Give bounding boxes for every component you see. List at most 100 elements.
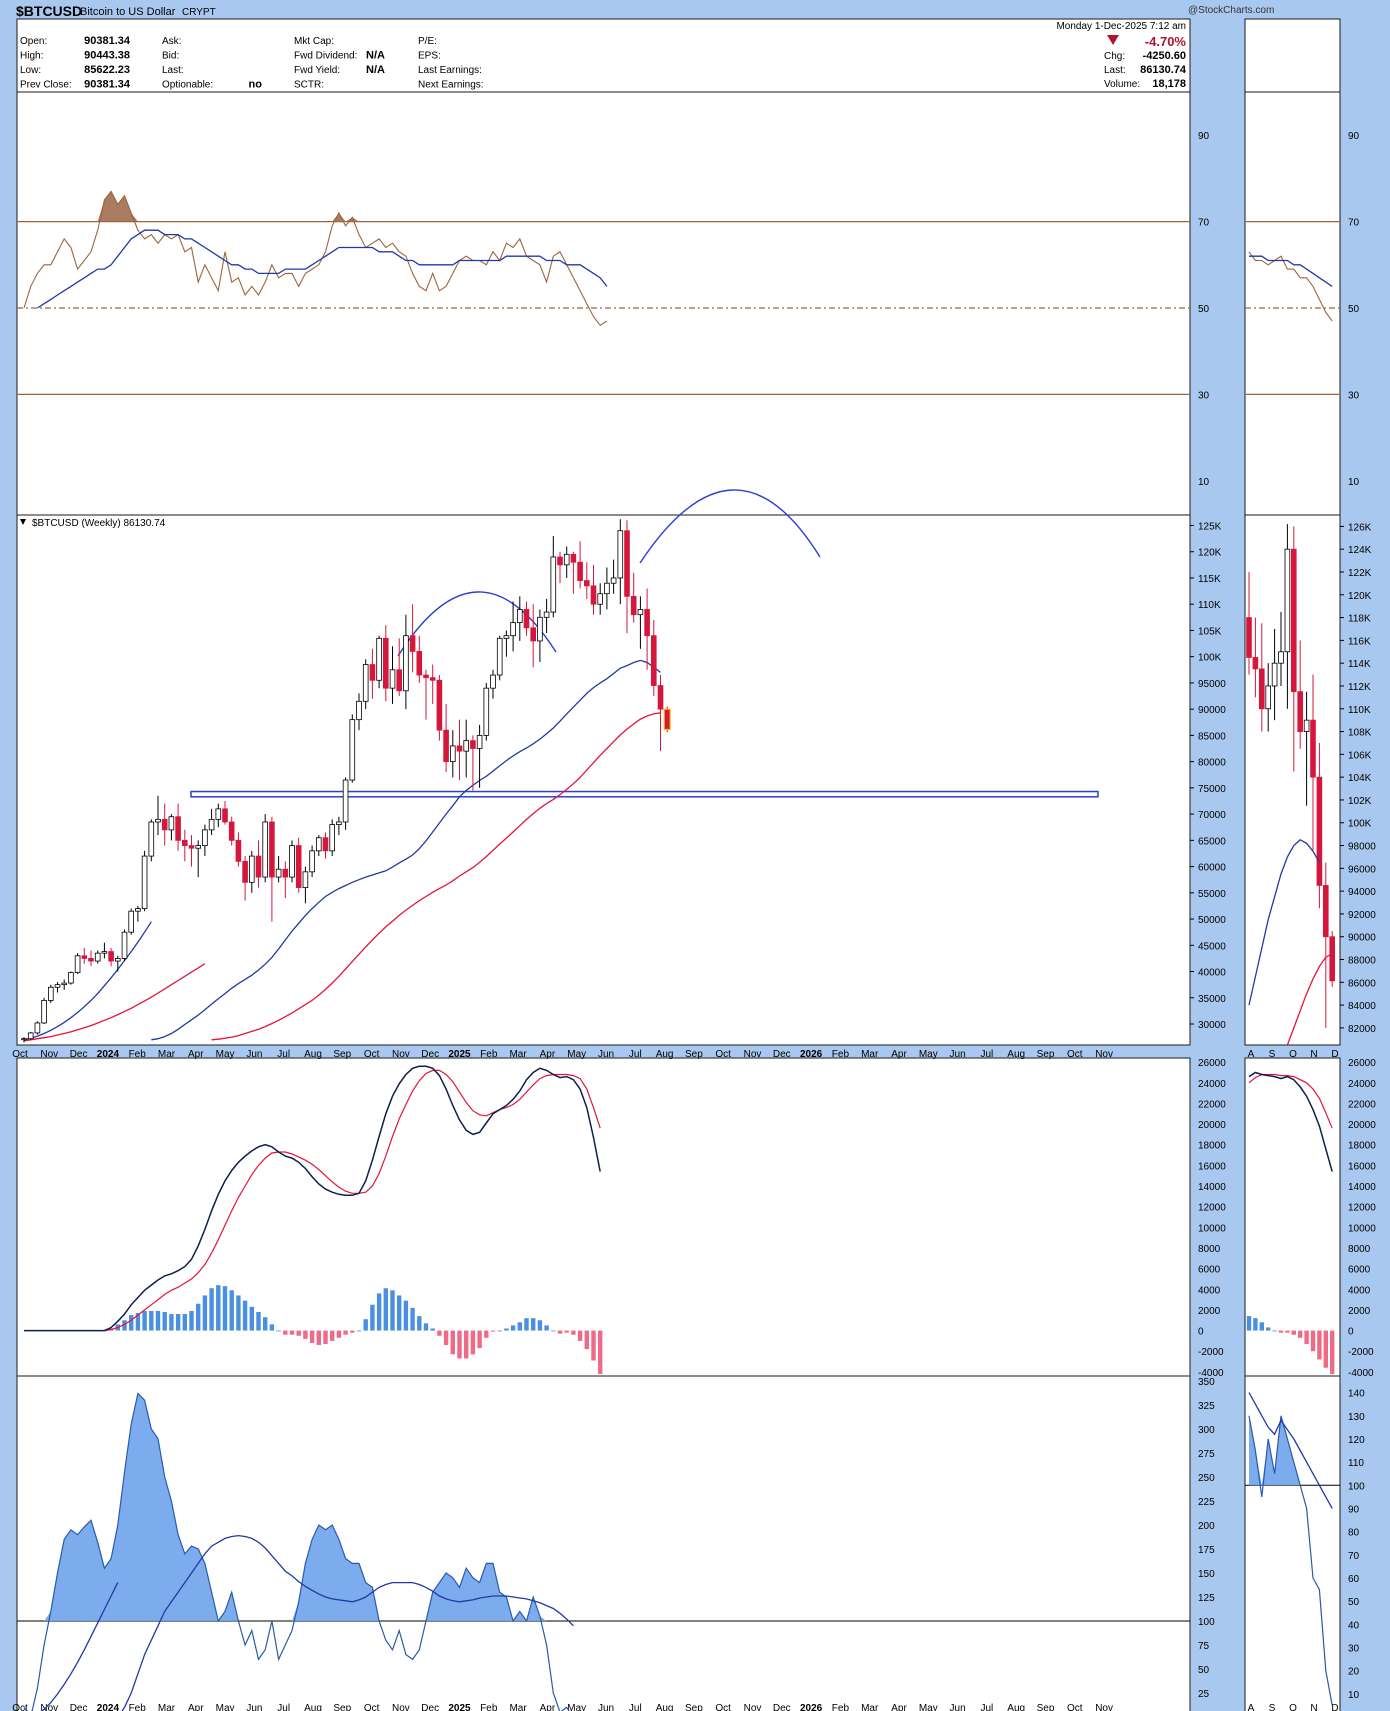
last-candle-highlight: [663, 708, 671, 731]
macd-tick-label: -2000: [1198, 1347, 1224, 1358]
x-axis-label-bottom: Feb: [480, 1703, 498, 1711]
side-price-tick-label: 92000: [1348, 910, 1376, 921]
rsi-tick-label: 50: [1198, 304, 1210, 315]
macd-histogram-bar: [182, 1314, 187, 1331]
price-tick-label: 80000: [1198, 758, 1226, 769]
side-x-axis-label: A: [1248, 1049, 1255, 1060]
field-label: Next Earnings:: [418, 80, 484, 91]
candle-body: [409, 635, 416, 652]
macd-histogram-bar: [537, 1320, 543, 1331]
rsi-tick-label: 10: [1198, 477, 1210, 488]
indicator-line: [23, 1392, 570, 1711]
x-axis-label: Sep: [1037, 1049, 1055, 1060]
x-axis-label: Apr: [891, 1049, 907, 1060]
candle-body: [356, 700, 362, 721]
macd-histogram-bar: [470, 1330, 476, 1355]
indicator-tick-label: 125: [1198, 1593, 1215, 1604]
macd-histogram-bar: [309, 1330, 315, 1343]
x-axis-label-bottom: Jul: [277, 1703, 290, 1711]
candle-body: [228, 821, 235, 841]
macd-tick-label: 0: [1198, 1327, 1204, 1338]
head-arc: [639, 489, 821, 564]
candle-body: [61, 982, 67, 986]
macd-tick-label-side: 26000: [1348, 1058, 1376, 1069]
macd-histogram-bar: [276, 1330, 281, 1332]
x-axis-label-bottom: Apr: [540, 1703, 556, 1711]
macd-histogram-bar: [551, 1330, 556, 1332]
x-axis-label: Dec: [421, 1049, 439, 1060]
side-macd-histogram-bar: [1298, 1330, 1303, 1338]
x-axis-label-bottom: May: [919, 1703, 938, 1711]
candle-body: [135, 908, 141, 912]
x-axis-label-bottom: Jun: [950, 1703, 966, 1711]
macd-histogram-bar: [122, 1320, 127, 1331]
macd-histogram-bar: [155, 1310, 161, 1331]
x-axis-label: Aug: [304, 1049, 322, 1060]
macd-histogram-bar: [376, 1293, 382, 1331]
field-label: High:: [20, 51, 43, 62]
exchange-label: CRYPT: [182, 7, 216, 18]
side-candle-body: [1303, 719, 1310, 732]
candle-body: [108, 951, 114, 962]
candle-body: [289, 845, 295, 878]
side-price-tick-label: 100K: [1348, 819, 1372, 830]
macd-histogram-bar: [296, 1330, 301, 1336]
price-tick-label: 105K: [1198, 626, 1222, 637]
x-axis-label-bottom: Dec: [70, 1703, 88, 1711]
side-x-axis-label: D: [1331, 1049, 1338, 1060]
price-tick-label: 55000: [1198, 889, 1226, 900]
macd-histogram-bar: [356, 1330, 362, 1332]
candle-body: [121, 931, 128, 959]
macd-histogram-bar: [343, 1330, 348, 1335]
main-panel-top: [16, 18, 1191, 1046]
macd-tick-label: 20000: [1198, 1120, 1226, 1131]
macd-histogram-bar: [229, 1290, 234, 1331]
candle-body: [517, 609, 523, 623]
rsi-average-line: [37, 229, 608, 309]
macd-histogram-bar: [316, 1330, 321, 1346]
x-axis-label-bottom: Apr: [188, 1703, 204, 1711]
candle-body: [456, 745, 463, 752]
indicator-tick-label: 250: [1198, 1473, 1215, 1484]
macd-tick-label: 24000: [1198, 1079, 1226, 1090]
volume-label: Volume:: [1104, 79, 1140, 90]
x-axis-label: Mar: [158, 1049, 176, 1060]
side-price-tick-label: 98000: [1348, 842, 1376, 853]
side-candle-body: [1259, 668, 1265, 710]
side-indicator-tick-label: 10: [1348, 1690, 1360, 1701]
macd-histogram-bar: [577, 1330, 583, 1341]
macd-histogram-bar: [202, 1295, 208, 1331]
indicator-tick-label: 350: [1198, 1377, 1215, 1388]
side-candle-body: [1284, 548, 1291, 653]
side-macd-line: [1248, 1071, 1333, 1172]
field-label: Prev Close:: [20, 80, 72, 91]
macd-tick-label-side: 16000: [1348, 1161, 1376, 1172]
candle-body: [584, 580, 590, 587]
field-value: N/A: [366, 64, 385, 76]
side-indicator-tick-label: 40: [1348, 1620, 1360, 1631]
macd-histogram-bar: [443, 1330, 449, 1346]
candle-body: [657, 685, 664, 710]
candle-body: [27, 1032, 34, 1040]
macd-histogram-bar: [517, 1322, 522, 1331]
x-axis-label-bottom: Apr: [891, 1703, 907, 1711]
x-axis-label: Nov: [744, 1049, 762, 1060]
macd-tick-label-side: 6000: [1348, 1265, 1371, 1276]
candle-body: [208, 818, 215, 831]
candle-body: [563, 553, 570, 566]
candle-body: [342, 779, 349, 823]
macd-tick-label: 16000: [1198, 1161, 1226, 1172]
side-x-axis-label-bottom: O: [1289, 1703, 1297, 1711]
x-axis-label: Oct: [1067, 1049, 1083, 1060]
candle-body: [510, 622, 516, 637]
left-shoulder-arc: [397, 591, 557, 657]
candle-body: [530, 627, 536, 642]
side-candle-body: [1271, 662, 1278, 687]
x-axis-label-bottom: 2026: [800, 1703, 823, 1711]
candle-body: [242, 860, 248, 883]
rsi-tick-label: 90: [1198, 131, 1210, 142]
macd-histogram-bar: [236, 1295, 241, 1331]
x-axis-label-bottom: Sep: [333, 1703, 351, 1711]
side-macd-histogram-bar: [1259, 1322, 1264, 1331]
